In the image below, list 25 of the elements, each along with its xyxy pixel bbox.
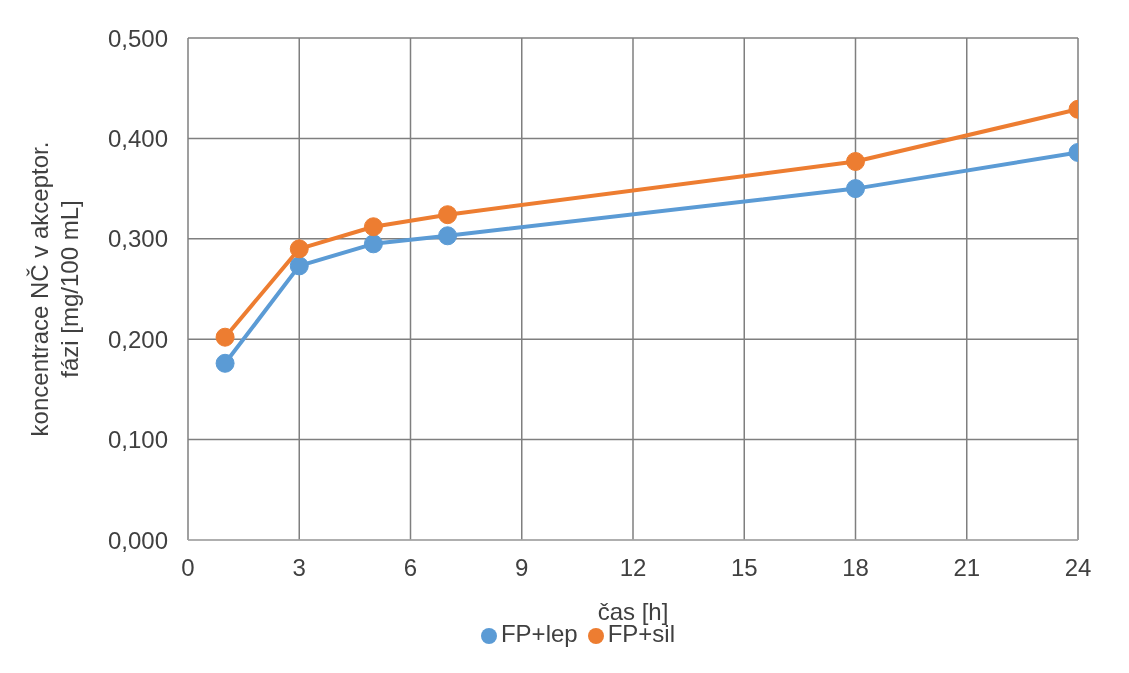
point: [438, 205, 458, 225]
point: [289, 239, 309, 259]
point: [438, 226, 458, 246]
x-tick-label: 15: [730, 554, 758, 581]
x-tick-label: 18: [842, 554, 869, 581]
point: [215, 327, 235, 347]
point: [363, 217, 383, 237]
x-tick-label: 3: [292, 554, 306, 581]
y-tick-label: 0,400: [107, 124, 168, 152]
point: [363, 234, 383, 254]
y-tick-label: 0,300: [107, 225, 168, 253]
y-axis-title: koncentrace NČ v akceptor. fázi [mg/100 mL]: [26, 141, 83, 437]
x-tick-label: 21: [953, 554, 981, 581]
y-tick-label: 0,100: [107, 426, 168, 454]
point: [215, 353, 235, 373]
y-tick-label: 0,200: [107, 325, 168, 353]
x-tick-label: 12: [619, 554, 647, 581]
y-tick-label: 0,500: [107, 24, 168, 52]
point: [289, 256, 309, 276]
y-tick-label: 0,000: [107, 526, 168, 554]
x-tick-label: 9: [515, 554, 529, 581]
legend-label: FP+lep: [500, 620, 578, 647]
x-tick-label: 0: [181, 554, 195, 581]
x-tick-label: 6: [403, 554, 418, 581]
x-tick-label: 24: [1064, 554, 1092, 581]
